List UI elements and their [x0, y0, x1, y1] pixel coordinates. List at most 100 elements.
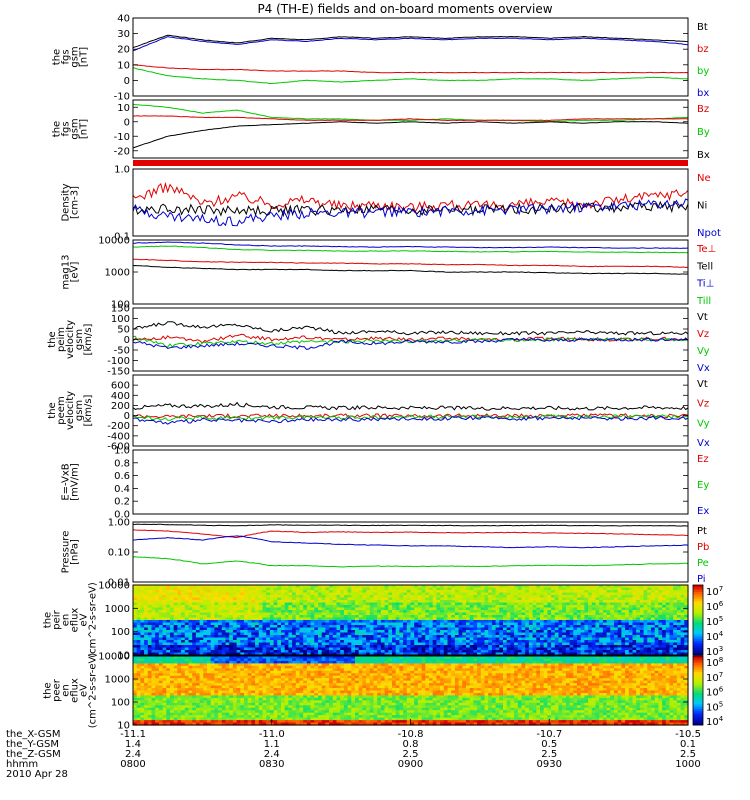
spectrogram-cell: [292, 615, 297, 619]
spectrogram-cell: [569, 630, 574, 634]
spectrogram-cell: [184, 685, 190, 689]
spectrogram-cell: [676, 585, 682, 589]
spectrogram-cell: [347, 602, 352, 606]
spectrogram-cell: [232, 602, 238, 606]
spectrogram-cell: [432, 612, 437, 616]
spectrogram-cell: [636, 602, 641, 606]
spectrogram-cell: [625, 650, 630, 654]
spectrogram-cell: [177, 622, 182, 626]
spectrogram-cell: [151, 650, 156, 654]
spectrogram-cell: [336, 635, 341, 639]
spectrogram-cell: [440, 615, 445, 619]
spectrogram-cell: [366, 645, 371, 649]
spectrogram-cell: [499, 610, 504, 614]
spectrogram-cell: [240, 587, 245, 591]
spectrogram-cell: [369, 595, 375, 599]
spectrogram-cell: [525, 607, 530, 611]
spectrogram-cell: [325, 652, 330, 656]
spectrogram-cell: [525, 615, 530, 619]
spectrogram-cell: [144, 715, 149, 719]
spectrogram-cell: [403, 615, 408, 619]
spectrogram-cell: [573, 615, 578, 619]
spectrogram-cell: [251, 627, 256, 631]
spectrogram-cell: [195, 630, 201, 634]
spectrogram-cell: [199, 595, 204, 599]
spectrogram-cell: [144, 697, 149, 701]
spectrogram-cell: [321, 612, 326, 616]
spectrogram-cell: [676, 617, 682, 621]
spectrogram-cell: [602, 597, 608, 601]
spectrogram-cell: [158, 585, 164, 589]
spectrogram-cell: [136, 647, 141, 651]
spectrogram-cell: [295, 625, 301, 629]
spectrogram-cell: [292, 617, 297, 621]
spectrogram-cell: [177, 635, 182, 639]
spectrogram-cell: [662, 600, 667, 604]
spectrogram-cell: [521, 642, 526, 646]
spectrogram-cell: [429, 630, 434, 634]
spectrogram-cell: [558, 640, 563, 644]
spectrogram-cell: [521, 590, 526, 594]
spectrogram-cell: [151, 673, 156, 677]
spectrogram-cell: [454, 590, 460, 594]
spectrogram-cell: [599, 640, 604, 644]
spectrogram-cell: [255, 620, 260, 624]
spectrogram-cell: [514, 625, 519, 629]
spectrogram-cell: [503, 620, 508, 624]
spectrogram-cell: [347, 590, 352, 594]
spectrogram-cell: [232, 590, 238, 594]
spectrogram-cell: [147, 670, 153, 674]
spectrogram-cell: [469, 645, 474, 649]
spectrogram-cell: [551, 640, 556, 644]
spectrogram-cell: [654, 640, 659, 644]
spectrogram-cell: [188, 610, 193, 614]
spectrogram-cell: [588, 640, 593, 644]
spectrogram-cell: [547, 647, 552, 651]
spectrogram-cell: [195, 587, 201, 591]
spectrogram-cell: [177, 587, 182, 591]
spectrogram-cell: [639, 605, 645, 609]
spectrogram-cell: [495, 615, 500, 619]
spectrogram-cell: [221, 605, 227, 609]
spectrogram-cell: [684, 602, 689, 606]
spectrogram-cell: [158, 647, 164, 651]
spectrogram-cell: [136, 707, 141, 711]
spectrogram-cell: [299, 640, 304, 644]
spectrogram-cell: [410, 610, 415, 614]
spectrogram-cell: [614, 637, 619, 641]
spectrogram-cell: [299, 602, 304, 606]
spectrogram-cell: [451, 645, 456, 649]
spectrogram-cell: [599, 597, 604, 601]
spectrogram-cell: [133, 697, 138, 701]
spectrogram-cell: [591, 642, 597, 646]
spectrogram-cell: [321, 590, 326, 594]
spectrogram-cell: [336, 640, 341, 644]
spectrogram-cell: [410, 590, 415, 594]
spectrogram-cell: [651, 620, 656, 624]
spectrogram-cell: [366, 632, 371, 636]
spectrogram-cell: [454, 612, 460, 616]
spectrogram-cell: [658, 617, 663, 621]
spectrogram-cell: [343, 610, 349, 614]
spectrogram-cell: [351, 647, 356, 651]
legend-entry: Pb: [697, 542, 709, 553]
spectrogram-cell: [299, 597, 304, 601]
spectrogram-cell: [369, 602, 375, 606]
spectrogram-cell: [429, 632, 434, 636]
spectrogram-cell: [458, 617, 463, 621]
spectrogram-cell: [580, 605, 585, 609]
series-temperature-Till: [132, 245, 689, 254]
spectrogram-cell: [621, 587, 626, 591]
spectrogram-cell: [133, 695, 138, 699]
spectrogram-cell: [147, 650, 153, 654]
spectrogram-cell: [218, 650, 223, 654]
spectrogram-cell: [162, 700, 167, 704]
legend-entry: Npot: [697, 228, 721, 239]
spectrogram-cell: [144, 587, 149, 591]
spectrogram-cell: [384, 592, 389, 596]
spectrogram-cell: [591, 620, 597, 624]
spectrogram-cell: [351, 592, 356, 596]
spectrogram-cell: [395, 637, 400, 641]
spectrogram-cell: [525, 587, 530, 591]
spectrogram-cell: [162, 620, 167, 624]
